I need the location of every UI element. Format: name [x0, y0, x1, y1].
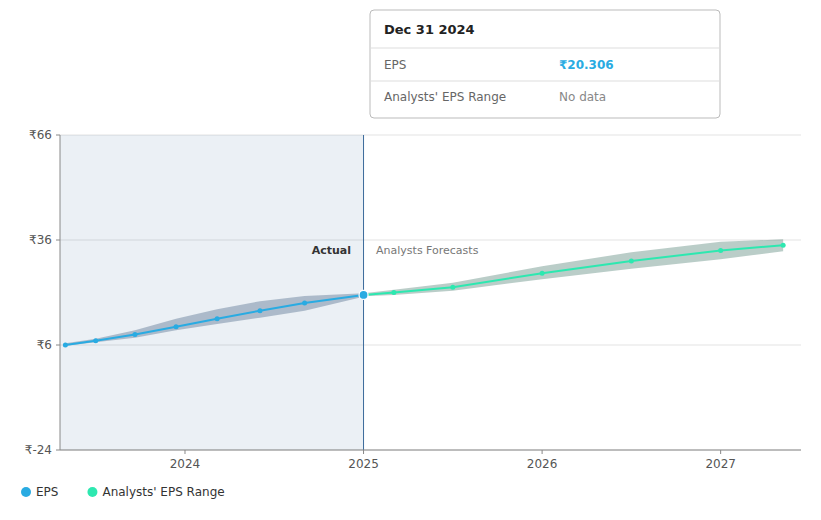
y-tick-label: ₹6 [37, 338, 52, 352]
line [364, 245, 784, 295]
tooltip-label: EPS [384, 58, 406, 72]
legend-label: Analysts' EPS Range [102, 485, 224, 499]
point [63, 343, 68, 348]
x-tick [184, 450, 185, 454]
point [132, 332, 137, 337]
y-tick-label: ₹36 [29, 233, 52, 247]
point [718, 248, 723, 253]
tooltip-value: ₹20.306 [559, 58, 614, 72]
actual-region [60, 135, 364, 450]
legend-swatch [21, 487, 31, 497]
point [215, 316, 220, 321]
tooltip-label: Analysts' EPS Range [384, 90, 506, 104]
tooltip-value: No data [559, 90, 606, 104]
point [629, 259, 634, 264]
point [540, 271, 545, 276]
tooltip-separator [370, 48, 720, 49]
legend-label: EPS [36, 485, 58, 499]
y-tick-label: ₹-24 [25, 443, 52, 457]
y-tick [56, 135, 60, 136]
x-tick-label: 2024 [170, 457, 201, 471]
grid-line [60, 450, 801, 451]
tooltip: Dec 31 2024 EPS ₹20.306 Analysts' EPS Range… [370, 10, 720, 118]
x-tick [542, 450, 543, 454]
point [302, 301, 307, 306]
y-tick [56, 450, 60, 451]
selected-point [359, 290, 368, 299]
point [93, 338, 98, 343]
x-axis [60, 450, 801, 451]
line [65, 295, 363, 345]
band [65, 293, 363, 346]
plot-area [60, 135, 786, 450]
point [450, 285, 455, 290]
point [391, 290, 396, 295]
tooltip-box [370, 10, 720, 118]
x-tick-label: 2026 [527, 457, 558, 471]
legend: EPS Analysts' EPS Range [21, 485, 225, 499]
point [781, 243, 786, 248]
y-tick-label: ₹66 [29, 128, 52, 142]
annotation: Actual [312, 244, 351, 257]
point [257, 308, 262, 313]
x-tick-label: 2027 [705, 457, 736, 471]
y-tick [56, 345, 60, 346]
chart: Actual Analysts Forecasts 2024 2025 2026 2027… [0, 0, 821, 520]
point [174, 324, 179, 329]
legend-swatch [87, 487, 97, 497]
y-tick [56, 240, 60, 241]
x-tick [363, 450, 364, 454]
annotation: Analysts Forecasts [376, 244, 479, 257]
tooltip-title: Dec 31 2024 [384, 22, 475, 37]
tooltip-separator [370, 81, 720, 82]
x-tick-label: 2025 [348, 457, 379, 471]
y-axis [60, 135, 61, 450]
x-tick [720, 450, 721, 454]
band [364, 239, 784, 296]
